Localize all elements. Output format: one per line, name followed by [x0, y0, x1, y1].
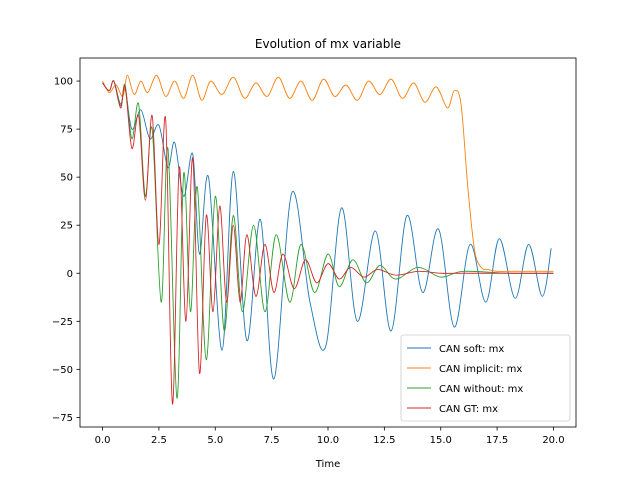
- x-tick-label: 12.5: [373, 435, 395, 446]
- x-axis: 0.0 2.5 5.0 7.5 10.0 12.5 15.0 17.5 20.0: [95, 427, 565, 446]
- x-tick-label: 7.5: [264, 435, 280, 446]
- x-tick-label: 5.0: [207, 435, 223, 446]
- y-axis: −75 −50 −25 0 25 50 75 100: [52, 77, 80, 424]
- series-line-4: [102, 80, 554, 405]
- y-tick-label: 100: [54, 77, 73, 88]
- x-axis-label: Time: [315, 459, 340, 470]
- legend-label: CAN soft: mx: [439, 344, 504, 355]
- x-tick-label: 10.0: [317, 435, 339, 446]
- y-tick-label: 50: [60, 173, 73, 184]
- y-tick-label: −75: [52, 413, 73, 424]
- y-tick-label: −50: [52, 365, 73, 376]
- legend-label: CAN without: mx: [439, 384, 523, 395]
- series-layer: [102, 74, 554, 405]
- series-line-2: [102, 74, 554, 272]
- x-tick-label: 17.5: [486, 435, 508, 446]
- legend-label: CAN implicit: mx: [439, 364, 522, 375]
- legend: CAN soft: mx CAN implicit: mx CAN without:…: [400, 334, 571, 422]
- series-line-3: [102, 80, 554, 399]
- x-tick-label: 15.0: [430, 435, 452, 446]
- x-tick-label: 20.0: [542, 435, 564, 446]
- legend-box: [400, 334, 571, 422]
- y-tick-label: 75: [60, 125, 73, 136]
- x-tick-label: 2.5: [151, 435, 167, 446]
- chart-title: Evolution of mx variable: [255, 37, 401, 51]
- y-tick-label: 25: [60, 221, 73, 232]
- legend-label: CAN GT: mx: [439, 404, 498, 415]
- y-tick-label: 0: [67, 269, 73, 280]
- x-tick-label: 0.0: [95, 435, 111, 446]
- y-tick-label: −25: [52, 317, 73, 328]
